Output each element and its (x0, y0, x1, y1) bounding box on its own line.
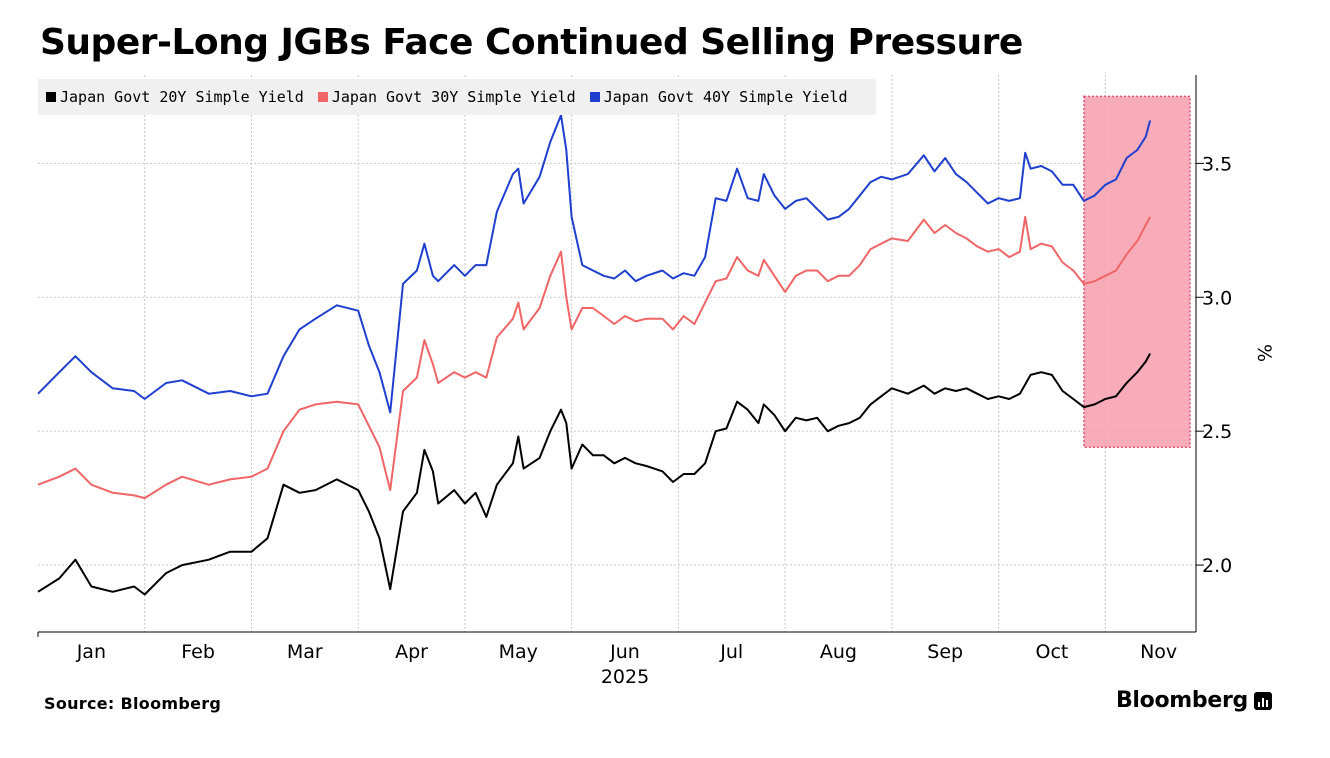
legend-swatch-20y (46, 92, 56, 102)
x-tick-label: May (499, 641, 538, 663)
x-tick-label: Aug (820, 641, 857, 663)
x-tick-label: Mar (287, 641, 323, 663)
brand-logo: Bloomberg (1116, 688, 1272, 713)
y-tick-label: 3.0 (1202, 287, 1232, 309)
x-tick-label: Feb (181, 641, 215, 663)
x-tick-label: Apr (395, 641, 428, 663)
chart-title: Super-Long JGBs Face Continued Selling P… (40, 22, 1023, 63)
bloomberg-chart-icon (1254, 691, 1272, 710)
y-tick-label: 2.5 (1202, 421, 1232, 443)
series-layer (37, 114, 1152, 596)
axes: 2.0 2.5 3.0 3.5 Jan Feb Mar Apr May Jun Jul Aug Sep O… (37, 75, 1275, 688)
x-tick-label: Oct (1035, 641, 1068, 663)
x-year-label: 2025 (601, 666, 649, 688)
legend-item-40y: Japan Govt 40Y Simple Yield (589, 88, 848, 106)
series-line-30y (37, 215, 1151, 500)
gridlines (38, 75, 1196, 632)
highlight-region (1083, 95, 1191, 448)
x-tick-label: Sep (927, 641, 963, 663)
legend-label-30y: Japan Govt 30Y Simple Yield (331, 88, 576, 106)
y-tick-label: 2.0 (1202, 555, 1232, 577)
y-tick-label: 3.5 (1202, 153, 1232, 175)
legend-swatch-40y (589, 92, 600, 102)
legend-label-20y: Japan Govt 20Y Simple Yield (60, 88, 304, 106)
brand-wordmark: Bloomberg (1115, 688, 1248, 713)
legend-swatch-30y (317, 92, 328, 102)
x-tick-label: Jan (76, 641, 106, 663)
series-line-40y (37, 114, 1152, 414)
y-axis-label: % (1253, 344, 1275, 362)
legend-label-40y: Japan Govt 40Y Simple Yield (603, 88, 848, 106)
source-note: Source: Bloomberg (44, 694, 222, 713)
legend: Japan Govt 20Y Simple Yield Japan Govt 3… (38, 79, 876, 115)
series-line-20y (37, 353, 1151, 596)
legend-item-30y: Japan Govt 30Y Simple Yield (317, 88, 576, 106)
x-tick-label: Nov (1140, 641, 1177, 663)
x-tick-label: Jul (719, 641, 743, 663)
x-tick-label: Jun (609, 641, 640, 663)
legend-item-20y: Japan Govt 20Y Simple Yield (46, 88, 304, 106)
